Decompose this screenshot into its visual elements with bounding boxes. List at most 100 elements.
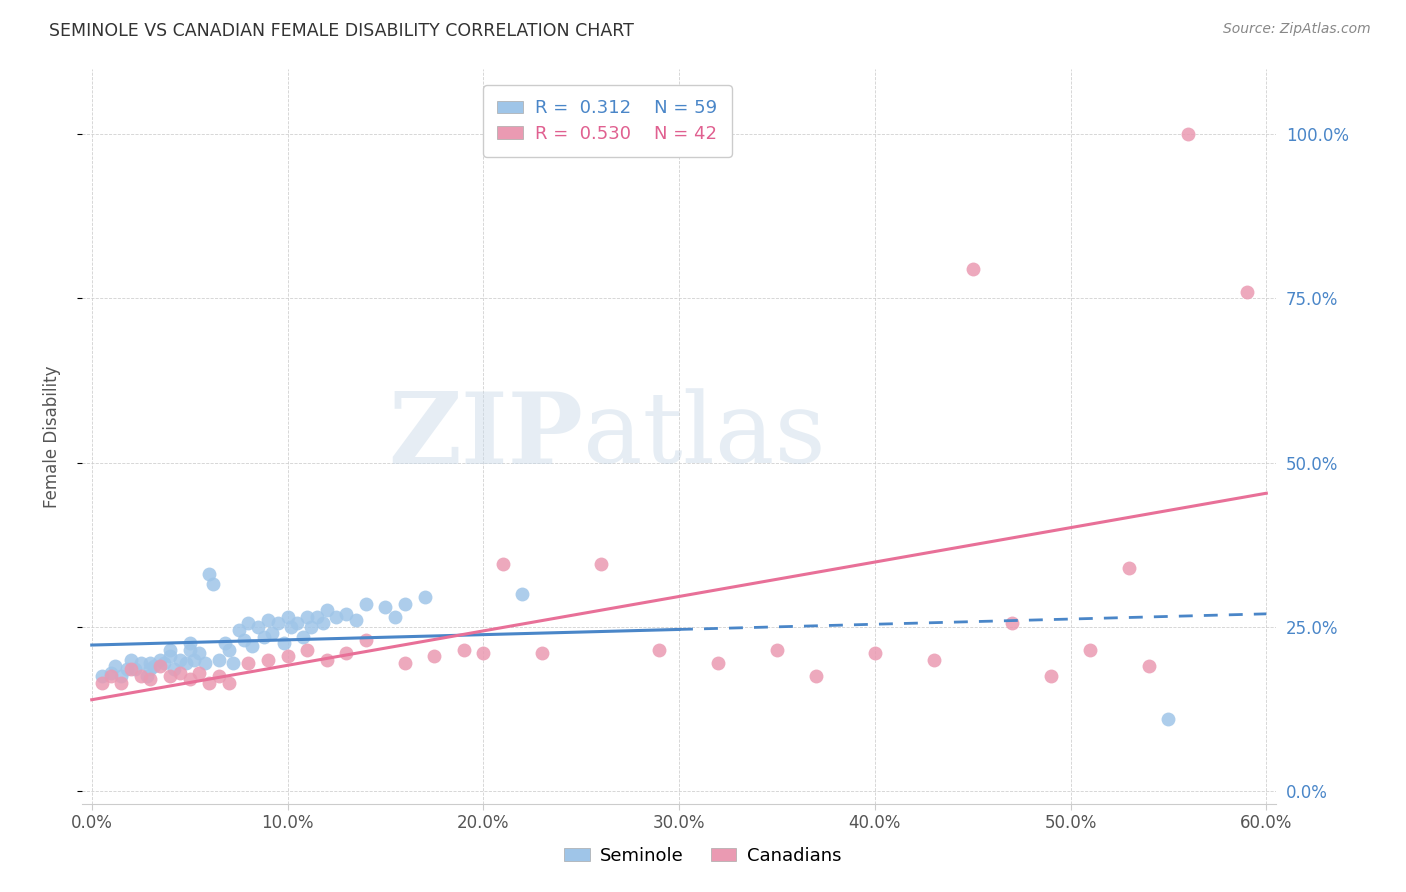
Point [104,659,127,673]
Point [299,620,322,634]
Point [1236,285,1258,299]
Point [863,646,886,660]
Point [1039,669,1062,683]
Point [280,620,302,634]
Point [163,662,186,676]
Point [1157,712,1180,726]
Point [179,642,201,657]
Point [90,675,112,690]
Point [804,669,827,683]
Point [179,636,201,650]
Point [179,672,201,686]
Point [315,652,337,666]
Point [153,656,176,670]
Point [276,610,298,624]
Point [135,669,157,683]
Point [169,652,191,666]
Point [233,632,256,647]
Point [149,652,172,666]
Point [1118,560,1140,574]
Point [648,642,671,657]
Point [273,636,295,650]
Point [188,646,211,660]
Point [214,636,236,650]
Point [100,669,122,683]
Point [1137,659,1160,673]
Point [100,665,122,680]
Point [110,669,132,683]
Point [472,646,495,660]
Text: ZIP: ZIP [388,388,583,484]
Point [384,610,406,624]
Point [589,558,612,572]
Point [354,597,377,611]
Point [1001,616,1024,631]
Point [174,656,197,670]
Point [707,656,730,670]
Point [169,665,191,680]
Point [120,662,142,676]
Point [208,669,231,683]
Point [159,642,181,657]
Point [202,577,225,591]
Legend: R =  0.312    N = 59, R =  0.530    N = 42: R = 0.312 N = 59, R = 0.530 N = 42 [482,85,733,157]
Point [139,656,162,670]
Point [238,656,260,670]
Point [325,610,347,624]
Y-axis label: Female Disability: Female Disability [44,365,60,508]
Point [194,656,217,670]
Point [143,659,166,673]
Point [159,649,181,664]
Point [198,675,221,690]
Point [292,630,315,644]
Point [159,669,181,683]
Point [228,623,250,637]
Point [124,662,146,676]
Point [247,620,270,634]
Point [1078,642,1101,657]
Text: Source: ZipAtlas.com: Source: ZipAtlas.com [1223,22,1371,37]
Point [267,616,290,631]
Point [344,613,367,627]
Point [512,587,534,601]
Point [315,603,337,617]
Point [260,626,283,640]
Point [394,597,416,611]
Point [218,675,240,690]
Point [139,672,162,686]
Point [1177,127,1199,141]
Point [257,613,280,627]
Point [335,607,357,621]
Point [115,662,138,676]
Text: SEMINOLE VS CANADIAN FEMALE DISABILITY CORRELATION CHART: SEMINOLE VS CANADIAN FEMALE DISABILITY C… [49,22,634,40]
Point [312,616,335,631]
Point [374,599,396,614]
Point [188,665,211,680]
Point [276,649,298,664]
Point [423,649,446,664]
Point [413,590,436,604]
Point [120,652,142,666]
Point [766,642,789,657]
Point [335,646,357,660]
Point [198,567,221,582]
Point [208,652,231,666]
Point [305,610,328,624]
Point [453,642,475,657]
Legend: Seminole, Canadians: Seminole, Canadians [557,840,849,872]
Point [90,669,112,683]
Point [394,656,416,670]
Point [129,656,152,670]
Point [922,652,945,666]
Point [295,642,318,657]
Point [285,616,308,631]
Point [110,675,132,690]
Text: atlas: atlas [583,388,827,484]
Point [218,642,240,657]
Point [253,630,276,644]
Point [221,656,243,670]
Point [530,646,553,660]
Point [149,659,172,673]
Point [962,261,984,276]
Point [139,662,162,676]
